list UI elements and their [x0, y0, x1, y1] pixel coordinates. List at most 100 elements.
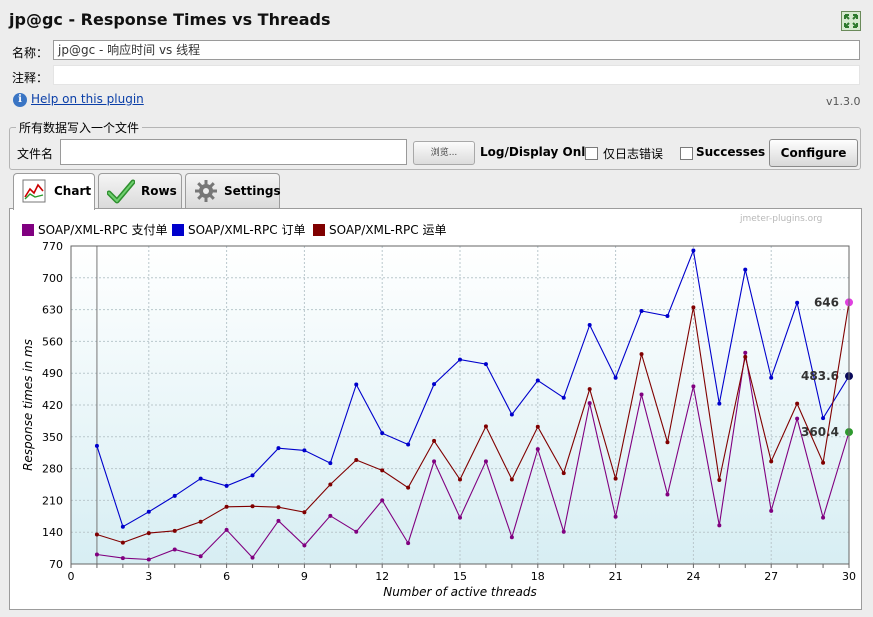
series-2-point [743, 354, 748, 359]
series-2-point [224, 504, 229, 509]
y-tick-label: 560 [42, 335, 63, 348]
x-tick-label: 0 [68, 570, 75, 583]
series-2-point [717, 477, 722, 482]
series-1-point [717, 401, 722, 406]
series-1-point [198, 476, 203, 481]
y-tick-label: 420 [42, 399, 63, 412]
series-1-point [613, 375, 618, 380]
name-input[interactable]: jp@gc - 响应时间 vs 线程 [53, 40, 860, 60]
series-2-point [639, 352, 644, 357]
chart-icon [22, 179, 46, 203]
series-2-point [509, 477, 514, 482]
series-1-point [535, 378, 540, 383]
y-tick-label: 350 [42, 431, 63, 444]
series-2-point [613, 476, 618, 481]
series-2-point [250, 504, 255, 509]
x-tick-label: 12 [375, 570, 389, 583]
legend-swatch-series-2 [313, 224, 325, 236]
series-0-point [561, 529, 566, 534]
series-2-point [458, 477, 462, 482]
x-tick-label: 3 [145, 570, 152, 583]
series-0-point [224, 527, 229, 532]
title-bar: jp@gc - Response Times vs Threads [0, 0, 873, 36]
series-1-point [769, 375, 774, 380]
legend-item-series-2[interactable]: SOAP/XML-RPC 运单 [313, 221, 447, 237]
series-0-point [146, 557, 151, 562]
series-2-point [120, 540, 125, 545]
series-0-point [94, 552, 99, 557]
series-0-point [483, 459, 488, 464]
legend-item-series-0[interactable]: SOAP/XML-RPC 支付单 [22, 221, 168, 237]
series-2-last-value-label: 646 [814, 295, 839, 309]
legend-label-series-2: SOAP/XML-RPC 运单 [329, 223, 447, 237]
x-tick-label: 6 [223, 570, 230, 583]
series-0-point [198, 554, 203, 559]
legend-swatch-series-1 [172, 224, 184, 236]
x-tick-label: 9 [301, 570, 308, 583]
series-1-point [406, 442, 411, 447]
series-2-point [561, 471, 566, 476]
filename-label: 文件名 [17, 147, 54, 161]
series-1-point [250, 473, 255, 478]
series-0-point [276, 518, 281, 523]
configure-button[interactable]: Configure [769, 139, 858, 167]
series-2-point [795, 401, 800, 406]
legend-label-series-1: SOAP/XML-RPC 订单 [188, 223, 306, 237]
series-2-point [198, 519, 203, 524]
series-1-point [821, 416, 826, 421]
series-0-point [691, 384, 696, 389]
comment-input[interactable] [53, 65, 860, 85]
series-2-point [172, 528, 177, 533]
version-label: v1.3.0 [826, 95, 861, 108]
series-0-point [380, 498, 385, 503]
successes-checkbox[interactable] [680, 147, 693, 160]
log-display-label: Log/Display Only: [480, 145, 598, 159]
series-1-point [94, 443, 99, 448]
tab-rows[interactable]: Rows [98, 173, 182, 208]
series-2-point [406, 485, 411, 490]
checkmark-icon [106, 179, 136, 204]
series-1-point [665, 313, 670, 318]
tab-rows-label: Rows [141, 184, 177, 198]
legend-item-series-1[interactable]: SOAP/XML-RPC 订单 [172, 221, 306, 237]
x-axis-label: Number of active threads [383, 585, 537, 599]
errors-only-checkbox[interactable] [585, 147, 598, 160]
series-0-point [769, 508, 774, 513]
series-line-2 [96, 302, 850, 544]
series-2-point [328, 482, 333, 487]
tab-settings-label: Settings [224, 184, 281, 198]
series-2-point [94, 532, 99, 537]
y-tick-label: 140 [42, 526, 63, 539]
series-1-point [691, 248, 696, 253]
series-0-point [302, 543, 307, 548]
series-1-point [146, 509, 151, 514]
series-2-point [821, 460, 826, 465]
series-2-point [769, 459, 774, 464]
write-to-file-panel [9, 127, 861, 170]
series-0-point [613, 514, 618, 519]
series-0-point [665, 492, 670, 497]
help-link[interactable]: Help on this plugin [31, 92, 144, 106]
write-to-file-legend: 所有数据写入一个文件 [16, 119, 143, 136]
gear-icon [194, 179, 218, 203]
series-0-last-value-label: 360.4 [801, 425, 839, 439]
successes-label: Successes [696, 145, 766, 159]
browse-button[interactable]: 浏览... [413, 141, 475, 165]
tab-chart[interactable]: Chart [13, 173, 95, 210]
series-0-point [509, 535, 514, 540]
x-tick-label: 27 [764, 570, 778, 583]
series-2-point [354, 457, 359, 462]
expand-icon[interactable] [841, 11, 861, 31]
series-0-point [743, 350, 748, 355]
x-tick-label: 24 [686, 570, 700, 583]
filename-input[interactable] [60, 139, 407, 165]
series-2-point [146, 531, 151, 536]
x-tick-label: 21 [609, 570, 623, 583]
series-1-point [639, 308, 644, 313]
info-icon[interactable]: i [13, 93, 27, 107]
series-2-point [432, 438, 437, 443]
tab-settings[interactable]: Settings [185, 173, 281, 208]
series-0-point [250, 555, 255, 560]
series-1-point [328, 461, 333, 466]
